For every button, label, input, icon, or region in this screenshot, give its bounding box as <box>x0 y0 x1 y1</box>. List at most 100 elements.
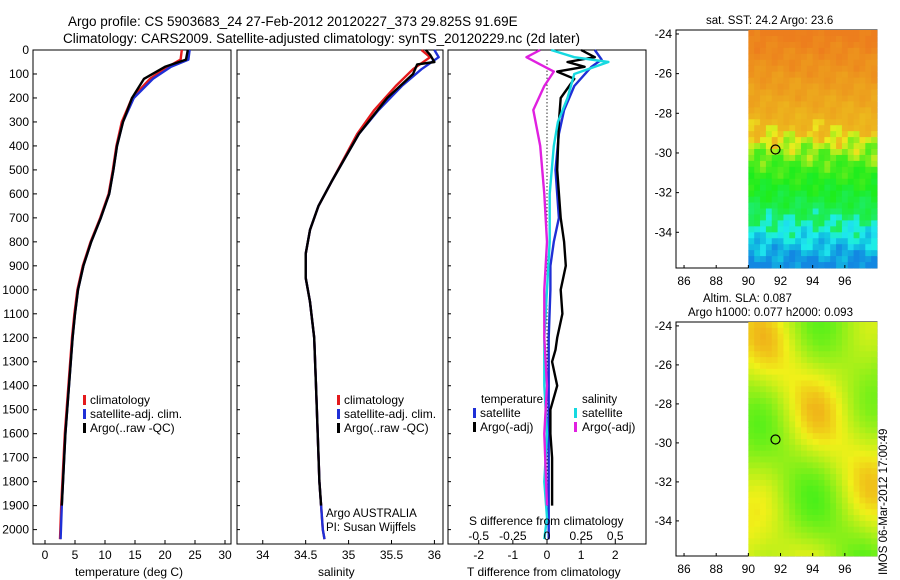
map-cell <box>748 184 755 192</box>
map-cell <box>830 433 837 440</box>
map-cell <box>795 131 802 138</box>
map-cell <box>824 474 831 481</box>
map-cell <box>795 196 802 203</box>
map-cell <box>806 333 814 340</box>
legend-label: Argo(-adj) <box>582 420 635 434</box>
map-cell <box>836 107 843 114</box>
map-cell <box>783 427 790 434</box>
map-cell <box>800 113 808 120</box>
map-cell <box>800 333 808 340</box>
map-cell <box>865 119 872 126</box>
map-cell <box>765 137 773 144</box>
map-cell <box>760 214 767 221</box>
legend-swatch <box>574 408 577 418</box>
map-cell <box>754 392 761 399</box>
map-cell <box>760 468 767 475</box>
map-cell <box>853 439 860 446</box>
map-cell <box>800 71 808 78</box>
x-tick-label: 1 <box>578 548 585 562</box>
map-cell <box>818 77 825 84</box>
depth-tick-label: 1900 <box>2 499 29 513</box>
map-cell <box>830 119 837 126</box>
map-cell <box>748 322 755 329</box>
map-cell <box>818 83 825 90</box>
map-cell <box>847 415 855 422</box>
map-cell <box>871 468 878 475</box>
map-cell <box>818 208 825 215</box>
map-cell <box>836 220 843 227</box>
map-cell <box>748 143 755 150</box>
map-cell <box>871 65 878 73</box>
map-cell <box>841 368 849 376</box>
map-cell <box>760 362 767 370</box>
map-cell <box>765 386 773 393</box>
map-cell <box>800 351 808 358</box>
map-cell <box>812 491 819 498</box>
map-cell <box>800 339 808 346</box>
map-lat-label: -32 <box>655 186 673 200</box>
depth-tick-label: 300 <box>9 115 29 129</box>
map-cell <box>841 226 849 233</box>
map-cell <box>830 427 837 434</box>
map-cell <box>748 77 755 84</box>
map-cell <box>871 262 878 269</box>
map-cell <box>748 526 755 533</box>
map-cell <box>777 131 784 138</box>
map-cell <box>871 47 878 55</box>
map-cell <box>783 462 790 469</box>
map-cell <box>771 322 778 329</box>
map-cell <box>748 485 755 493</box>
map-cell <box>841 250 849 257</box>
map-cell <box>760 538 767 545</box>
map-cell <box>777 462 784 469</box>
map-cell <box>765 339 773 346</box>
map-cell <box>812 474 819 481</box>
map-cell <box>865 238 872 245</box>
map-cell <box>777 403 784 411</box>
map-cell <box>812 131 819 138</box>
sla-heatmap <box>748 322 878 557</box>
map-cell <box>795 119 802 126</box>
map-cell <box>853 362 860 370</box>
temperature-x-label: temperature (deg C) <box>75 565 183 579</box>
map-cell <box>841 220 849 227</box>
map-cell <box>841 526 849 533</box>
map-cell <box>765 149 773 156</box>
map-cell <box>789 125 796 132</box>
map-cell <box>836 53 843 61</box>
map-cell <box>783 532 790 539</box>
map-cell <box>853 479 860 487</box>
map-cell <box>812 149 819 156</box>
map-cell <box>853 190 860 197</box>
map-cell <box>818 137 825 144</box>
map-cell <box>847 113 855 120</box>
map-cell <box>847 119 855 126</box>
map-cell <box>800 327 808 335</box>
map-cell <box>748 398 755 405</box>
temperature-plot-frame <box>32 49 232 545</box>
map-cell <box>841 83 849 90</box>
map-cell <box>859 83 866 90</box>
map-cell <box>783 125 790 132</box>
map-cell <box>841 491 849 498</box>
depth-tick-label: 1700 <box>2 451 29 465</box>
map-cell <box>806 526 814 533</box>
map-cell <box>836 131 843 138</box>
map-cell <box>871 71 878 78</box>
map-cell <box>783 172 790 180</box>
map-cell <box>748 59 755 67</box>
map-cell <box>777 95 784 102</box>
map-cell <box>777 244 784 251</box>
map-cell <box>777 59 784 67</box>
map-cell <box>824 403 831 411</box>
map-cell <box>824 450 831 457</box>
map-cell <box>783 479 790 487</box>
map-cell <box>760 154 767 162</box>
map-lat-label: -34 <box>655 225 673 239</box>
map-cell <box>859 509 866 516</box>
map-cell <box>818 178 825 186</box>
map-cell <box>836 154 843 162</box>
depth-tick-label: 700 <box>9 211 29 225</box>
map-cell <box>795 166 802 174</box>
map-cell <box>765 190 773 197</box>
